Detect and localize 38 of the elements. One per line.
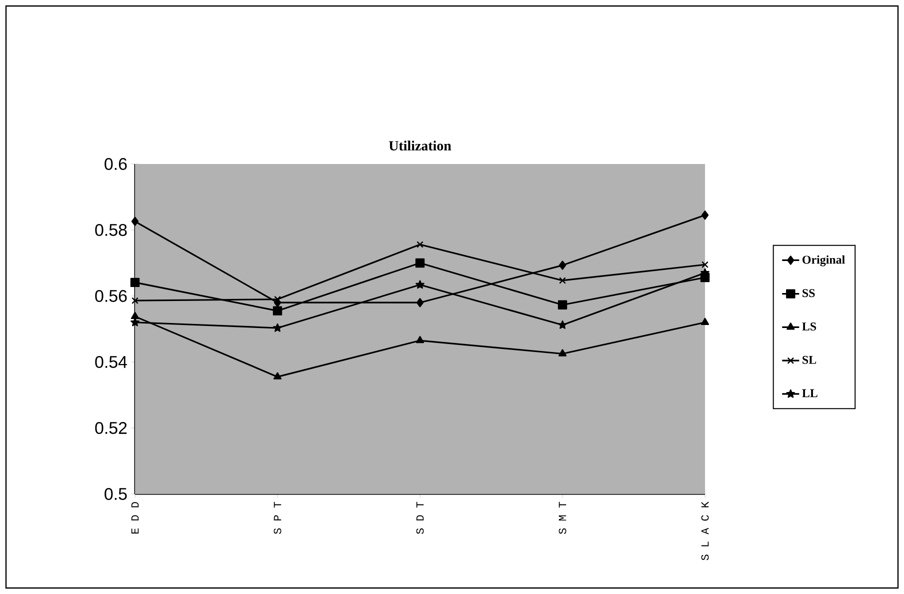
point — [416, 298, 424, 308]
point — [132, 297, 138, 304]
point — [130, 312, 140, 320]
point — [558, 300, 568, 310]
legend-label: LL — [802, 389, 818, 398]
point — [272, 306, 282, 316]
point — [558, 349, 567, 356]
legend-label: LS — [802, 322, 816, 331]
x-tick-label: S L A C K — [701, 502, 709, 560]
point — [416, 336, 424, 344]
y-tick-label: 0.6 — [104, 158, 127, 170]
y-tick-label: 0.52 — [95, 422, 127, 434]
y-tick-label: 0.5 — [104, 488, 127, 500]
y-tick-label: 0.58 — [95, 224, 127, 236]
point — [274, 296, 281, 303]
y-tick-label: 0.56 — [95, 290, 127, 302]
point — [273, 372, 282, 380]
point — [700, 318, 710, 325]
legend-label: SL — [802, 356, 816, 364]
legend-label: Original — [802, 255, 845, 266]
legend-label: SS — [802, 289, 815, 298]
x-tick-label: E D D — [131, 502, 139, 534]
point — [559, 277, 566, 284]
chart-title: Utilization — [388, 140, 452, 150]
x-tick-label: S M T — [558, 502, 566, 534]
point — [558, 260, 566, 270]
point — [130, 278, 140, 288]
point — [416, 280, 424, 289]
point — [131, 216, 139, 226]
point — [273, 323, 282, 332]
point — [558, 320, 567, 329]
point — [701, 210, 709, 220]
point — [702, 261, 708, 268]
x-tick-label: S P T — [274, 502, 282, 534]
x-tick-label: S D T — [416, 502, 424, 534]
point — [415, 258, 425, 268]
y-tick-label: 0.54 — [95, 356, 127, 368]
point — [416, 241, 424, 248]
